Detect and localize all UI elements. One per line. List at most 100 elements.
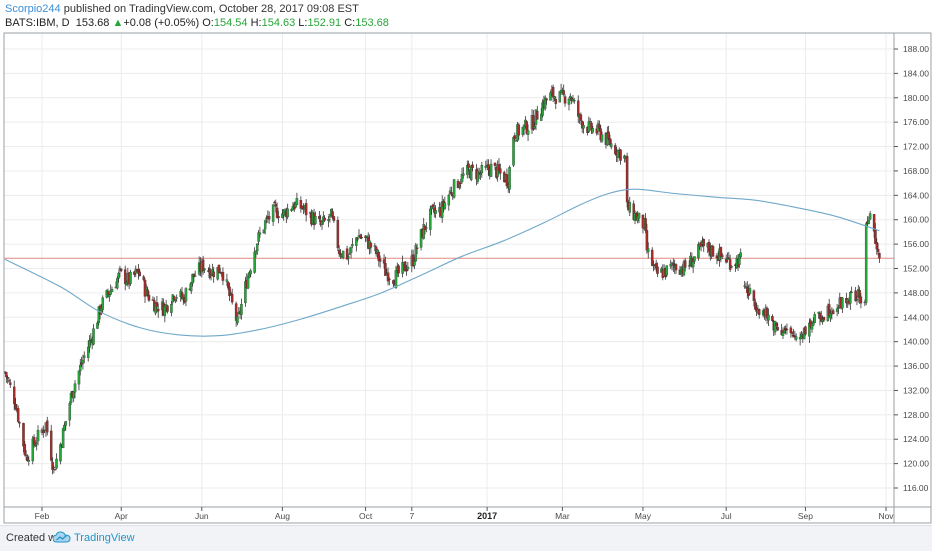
candle [567, 97, 571, 111]
x-tick-label: Oct [359, 511, 373, 521]
candle [637, 212, 641, 224]
time-axis[interactable]: Feb Apr Jun Aug Oct 7 2017 Mar May Jul Sep Nov [35, 507, 895, 521]
candle [730, 265, 733, 269]
candle [96, 320, 99, 329]
candle [443, 196, 447, 211]
candle [425, 222, 428, 233]
open-label: O: [202, 17, 214, 29]
candle-body [172, 296, 176, 300]
candles [3, 83, 881, 475]
candle-body [23, 444, 27, 455]
candle [545, 98, 548, 105]
candle [193, 270, 197, 277]
candle-body [728, 259, 732, 270]
candle-body [125, 282, 128, 285]
candle [804, 325, 807, 336]
candle-body [683, 260, 687, 268]
candle-body [201, 259, 205, 271]
author-link[interactable]: Scorpio244 [5, 3, 61, 15]
candle [212, 266, 215, 283]
candle [850, 286, 853, 294]
candle [607, 125, 610, 141]
candle [110, 286, 114, 293]
candle-body [129, 271, 132, 284]
candle-body [429, 208, 432, 230]
candle [277, 210, 280, 224]
candle-body [876, 248, 880, 253]
candle-body [582, 125, 585, 129]
candle-body [781, 332, 785, 336]
publish-text: published on TradingView.com, October 28… [60, 3, 359, 15]
candle [123, 265, 127, 291]
candle [172, 295, 176, 302]
candle-body [767, 314, 770, 321]
candle [554, 96, 558, 110]
symbol-label[interactable]: BATS:IBM, D [5, 17, 70, 29]
candle-body [373, 245, 377, 247]
candle [83, 351, 86, 364]
candle [79, 358, 82, 376]
y-tick-label: 152.00 [903, 264, 929, 274]
candle [262, 229, 266, 234]
candle-body [7, 380, 11, 382]
candle [672, 258, 675, 272]
candle [359, 233, 362, 240]
candle-body [254, 250, 258, 254]
candle [512, 135, 515, 168]
candle-body [337, 250, 341, 254]
candle [175, 294, 178, 302]
low-label: L: [298, 17, 308, 29]
candle [72, 391, 75, 403]
candle [812, 317, 815, 327]
candle [748, 283, 752, 295]
candle-body [388, 278, 391, 280]
candle-body [86, 346, 90, 358]
candle-body [52, 467, 56, 469]
candle-body [415, 247, 419, 250]
candle-body [336, 219, 340, 249]
candle [720, 252, 724, 260]
candle [738, 253, 741, 268]
candle-body [258, 232, 262, 235]
candle-body [27, 459, 31, 462]
y-tick-label: 164.00 [903, 190, 929, 200]
candle-body [563, 96, 567, 104]
candle-body [55, 458, 58, 469]
candle [644, 213, 647, 234]
candle [489, 159, 493, 177]
candle [452, 178, 456, 199]
candle-body [730, 266, 733, 268]
candle-body [142, 276, 145, 280]
candle [702, 238, 705, 252]
candle-body [369, 242, 373, 248]
candle-body [727, 257, 731, 259]
candle-body [351, 244, 354, 246]
candle-body [837, 307, 840, 309]
candle-body [443, 202, 447, 209]
tradingview-logo-icon[interactable] [53, 531, 71, 545]
candle [513, 132, 517, 142]
price-chart[interactable]: 116.00 120.00 124.00 128.00 132.00 136.00 140.… [0, 0, 932, 525]
candle [691, 256, 695, 273]
candle-body [253, 251, 256, 273]
candle-body [431, 204, 435, 207]
candle-body [775, 323, 778, 327]
candle [256, 243, 259, 255]
candle [27, 455, 31, 466]
candle-body [693, 256, 696, 262]
candle-body [256, 243, 259, 252]
candle-body [216, 267, 219, 280]
candle-body [5, 372, 8, 378]
price-axis[interactable]: 116.00 120.00 124.00 128.00 132.00 136.00 140.… [894, 44, 929, 493]
candle [258, 226, 262, 238]
candle-body [450, 192, 453, 195]
candle [645, 223, 649, 254]
candle [600, 131, 604, 144]
candle-body [719, 247, 723, 257]
candle-body [406, 266, 410, 270]
candle [429, 205, 432, 236]
candle [576, 95, 580, 124]
candle [835, 304, 839, 317]
tradingview-brand[interactable]: TradingView [74, 532, 135, 544]
candle [563, 94, 567, 107]
